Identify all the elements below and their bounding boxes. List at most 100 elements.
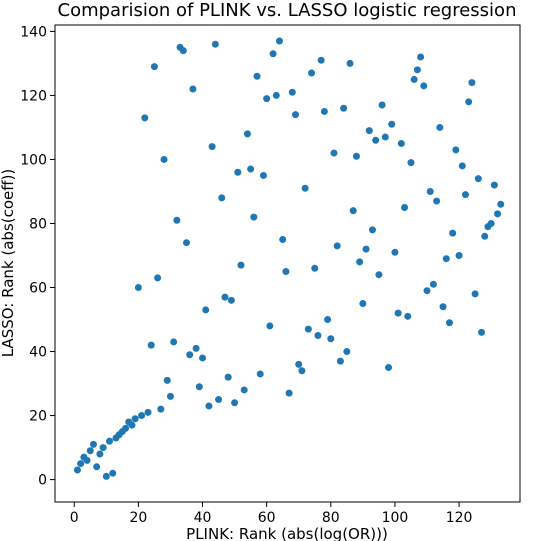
data-point bbox=[336, 357, 344, 365]
data-point bbox=[343, 348, 351, 356]
data-point bbox=[474, 175, 482, 183]
data-point bbox=[189, 85, 197, 93]
x-tick-label: 100 bbox=[382, 510, 409, 526]
data-point bbox=[407, 159, 415, 167]
points-layer bbox=[73, 37, 505, 480]
data-point bbox=[141, 114, 149, 122]
y-tick-label: 40 bbox=[29, 345, 47, 361]
data-point bbox=[494, 210, 502, 218]
data-point bbox=[99, 444, 107, 452]
data-point bbox=[122, 424, 130, 432]
y-axis-label: LASSO: Rank (abs(coeff)) bbox=[0, 169, 17, 358]
data-point bbox=[378, 101, 386, 109]
data-point bbox=[166, 392, 174, 400]
data-point bbox=[282, 268, 290, 275]
data-point bbox=[372, 136, 380, 144]
data-point bbox=[308, 69, 316, 77]
data-point bbox=[138, 412, 146, 420]
data-point bbox=[458, 162, 466, 170]
data-point bbox=[365, 127, 373, 135]
data-point bbox=[243, 130, 251, 138]
data-point bbox=[102, 472, 110, 480]
data-point bbox=[324, 316, 332, 324]
data-point bbox=[455, 252, 463, 259]
data-point bbox=[465, 98, 473, 106]
data-point bbox=[170, 338, 178, 346]
x-tick-label: 40 bbox=[194, 510, 212, 526]
data-point bbox=[468, 79, 476, 87]
data-point bbox=[259, 171, 267, 179]
data-point bbox=[388, 120, 396, 128]
data-point bbox=[497, 200, 505, 208]
data-point bbox=[221, 293, 229, 301]
data-point bbox=[131, 415, 139, 423]
x-tick-label: 20 bbox=[129, 510, 147, 526]
data-point bbox=[340, 104, 348, 112]
data-point bbox=[211, 40, 219, 48]
y-tick-label: 20 bbox=[29, 409, 47, 425]
data-point bbox=[442, 255, 450, 263]
y-tick-label: 60 bbox=[29, 281, 47, 297]
data-point bbox=[275, 37, 283, 45]
data-point bbox=[253, 72, 261, 80]
data-point bbox=[224, 373, 232, 381]
data-point bbox=[356, 258, 364, 266]
data-point bbox=[478, 328, 486, 336]
data-point bbox=[83, 456, 91, 464]
data-point bbox=[237, 261, 245, 269]
data-point bbox=[86, 447, 94, 455]
data-point bbox=[317, 56, 325, 64]
data-point bbox=[240, 386, 248, 394]
data-point bbox=[461, 191, 469, 199]
data-point bbox=[109, 469, 117, 477]
data-point bbox=[134, 284, 142, 292]
data-point bbox=[186, 351, 194, 359]
data-point bbox=[490, 181, 498, 189]
data-point bbox=[375, 271, 383, 279]
data-point bbox=[295, 360, 303, 368]
y-tick-label: 100 bbox=[20, 152, 47, 168]
x-tick-label: 80 bbox=[322, 510, 340, 526]
data-point bbox=[397, 139, 405, 147]
x-tick-label: 120 bbox=[446, 510, 473, 526]
data-point bbox=[234, 168, 242, 176]
data-point bbox=[231, 399, 239, 407]
data-point bbox=[218, 194, 226, 202]
data-point bbox=[199, 354, 207, 362]
data-point bbox=[385, 364, 393, 372]
data-point bbox=[247, 165, 255, 173]
data-point bbox=[89, 440, 97, 448]
data-point bbox=[128, 421, 136, 429]
data-point bbox=[266, 322, 274, 330]
data-point bbox=[423, 287, 431, 295]
x-axis-label: PLINK: Rank (abs(log(OR))) bbox=[186, 525, 388, 541]
data-point bbox=[298, 367, 306, 375]
plot-frame bbox=[54, 24, 521, 503]
data-point bbox=[436, 123, 444, 131]
data-point bbox=[106, 437, 114, 445]
data-point bbox=[404, 312, 412, 320]
data-point bbox=[330, 149, 338, 157]
data-point bbox=[346, 59, 354, 67]
data-point bbox=[163, 376, 171, 384]
data-point bbox=[292, 111, 300, 119]
data-point bbox=[368, 226, 376, 234]
data-point bbox=[394, 309, 402, 317]
data-point bbox=[157, 405, 165, 413]
data-point bbox=[314, 332, 322, 340]
y-tick-label: 120 bbox=[20, 88, 47, 104]
data-point bbox=[352, 152, 360, 160]
data-point bbox=[362, 245, 370, 253]
data-point bbox=[320, 107, 328, 115]
data-point bbox=[73, 466, 81, 474]
data-point bbox=[288, 88, 296, 96]
data-point bbox=[269, 50, 277, 58]
data-point bbox=[311, 264, 319, 272]
x-tick-label: 0 bbox=[70, 510, 79, 526]
data-point bbox=[205, 402, 213, 410]
data-point bbox=[215, 396, 223, 404]
data-point bbox=[429, 280, 437, 288]
data-point bbox=[179, 47, 187, 55]
data-point bbox=[256, 370, 264, 378]
data-point bbox=[439, 303, 447, 311]
